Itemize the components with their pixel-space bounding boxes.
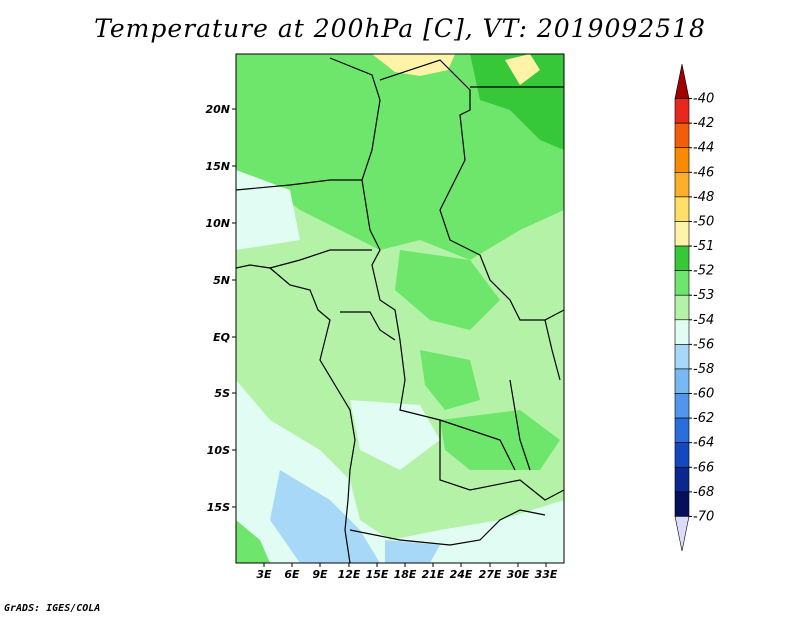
lon-label: 18E — [394, 568, 417, 581]
colorbar-label: -64 — [693, 436, 714, 451]
lat-label: 15S — [207, 501, 230, 514]
lon-label: 15E — [366, 568, 389, 581]
lat-label: 5N — [213, 274, 230, 287]
colorbar-swatch — [674, 196, 690, 222]
lon-label: 27E — [479, 568, 502, 581]
colorbar-swatch — [674, 221, 690, 247]
lat-label: EQ — [213, 331, 230, 344]
country-borders — [236, 57, 564, 563]
colorbar-label: -70 — [693, 509, 714, 524]
colorbar-swatch — [674, 393, 690, 419]
lon-label: 3E — [256, 568, 272, 581]
colorbar-label: -60 — [693, 387, 714, 402]
colorbar-label: -54 — [693, 313, 714, 328]
lon-label: 21E — [422, 568, 445, 581]
colorbar-label: -51 — [693, 239, 714, 254]
colorbar-label: -62 — [693, 411, 714, 426]
colorbar-swatch — [674, 466, 690, 493]
colorbar-label: -42 — [693, 116, 714, 131]
lat-label: 15N — [205, 160, 230, 173]
colorbar-swatch — [674, 98, 690, 124]
lon-label: 6E — [284, 568, 300, 581]
latitude-axis: 20N 15N 10N 5N EQ 5S 10S 15S — [205, 103, 236, 514]
colorbar-label: -58 — [693, 362, 714, 377]
temperature-field — [236, 54, 564, 563]
lon-label: 30E — [507, 568, 530, 581]
colorbar-swatch — [674, 245, 690, 271]
lat-label: 10N — [205, 217, 230, 230]
lat-label: 20N — [205, 103, 230, 116]
colorbar-label: -50 — [693, 214, 714, 229]
colorbar-label: -66 — [693, 460, 714, 475]
colorbar-label: -53 — [693, 288, 714, 303]
colorbar-swatch — [674, 344, 690, 370]
colorbar-swatch — [674, 172, 690, 198]
chart-title: Temperature at 200hPa [C], VT: 201909251… — [94, 14, 706, 43]
longitude-axis: 3E 6E 9E 12E 15E 18E 21E 24E 27E 30E 33E — [256, 563, 558, 581]
colorbar-label: -68 — [693, 485, 714, 500]
colorbar: -40 -42 -44 -46 -48 -50 -51 -52 -53 -54 -56 -58 -60 -… — [674, 63, 714, 552]
colorbar-swatch — [674, 270, 690, 296]
lon-label: 9E — [312, 568, 328, 581]
lat-label: 10S — [207, 444, 230, 457]
colorbar-swatch — [674, 122, 690, 149]
colorbar-swatch — [674, 147, 690, 173]
colorbar-label: -40 — [693, 92, 714, 107]
lon-label: 24E — [450, 568, 473, 581]
colorbar-label: -48 — [693, 190, 714, 205]
lon-label: 33E — [535, 568, 558, 581]
map-frame — [235, 53, 565, 564]
lon-label: 12E — [338, 568, 361, 581]
colorbar-label: -46 — [693, 165, 714, 180]
colorbar-swatch — [674, 491, 690, 517]
colorbar-label: -52 — [693, 264, 714, 279]
colorbar-swatch — [674, 294, 690, 321]
colorbar-swatch — [674, 417, 690, 443]
colorbar-swatch — [674, 442, 690, 468]
colorbar-label: -56 — [693, 337, 714, 352]
colorbar-swatch — [674, 516, 690, 552]
credit-text: GrADS: IGES/COLA — [4, 603, 101, 614]
colorbar-swatch — [674, 368, 690, 394]
colorbar-swatch — [674, 319, 690, 345]
colorbar-label: -44 — [693, 141, 714, 156]
colorbar-swatch — [674, 63, 690, 99]
lat-label: 5S — [214, 387, 230, 400]
